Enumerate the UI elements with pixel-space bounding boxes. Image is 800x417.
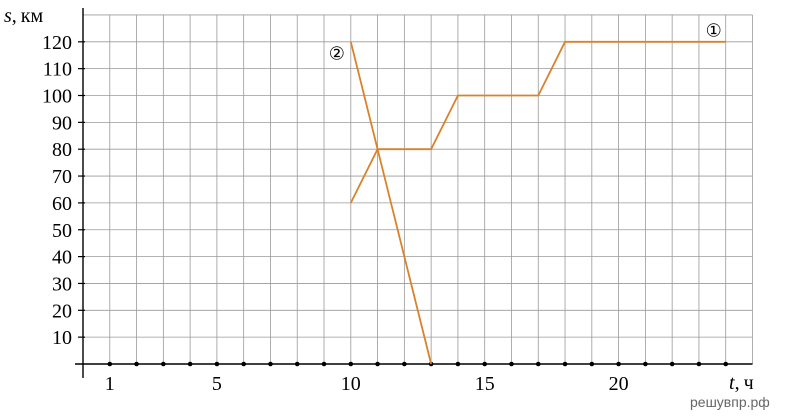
x-axis-dot bbox=[535, 361, 541, 367]
x-axis-dot bbox=[161, 361, 166, 367]
x-axis-dot bbox=[455, 361, 461, 367]
y-tick-label: 90 bbox=[52, 112, 72, 134]
x-tick-label: 10 bbox=[341, 373, 361, 395]
y-axis-var: s bbox=[4, 5, 12, 27]
series-marker-1: ① bbox=[706, 21, 722, 41]
series-marker-2: ② bbox=[329, 44, 345, 64]
y-tick-label: 60 bbox=[52, 193, 72, 215]
y-tick-label: 40 bbox=[52, 247, 72, 269]
y-tick-label: 20 bbox=[52, 300, 72, 322]
x-axis-dot bbox=[107, 361, 113, 367]
grid bbox=[83, 14, 753, 364]
x-axis-label: t, ч bbox=[729, 372, 754, 394]
x-axis-dot bbox=[268, 361, 273, 367]
x-axis-dot bbox=[241, 361, 246, 367]
x-tick-label: 5 bbox=[212, 373, 222, 395]
y-axis-label: s, км bbox=[4, 5, 44, 27]
y-tick-label: 80 bbox=[52, 139, 72, 161]
y-tick-label: 120 bbox=[42, 32, 72, 54]
series bbox=[349, 40, 726, 365]
x-axis-dot bbox=[187, 361, 193, 367]
y-tick-label: 10 bbox=[52, 327, 72, 349]
x-axis-var: t bbox=[729, 372, 735, 394]
y-tick-label: 70 bbox=[52, 166, 72, 188]
axes bbox=[75, 8, 753, 378]
y-tick-label: 50 bbox=[52, 220, 72, 242]
x-axis-dot bbox=[214, 361, 220, 367]
watermark: решувпр.рф bbox=[690, 394, 770, 410]
y-axis-unit: км bbox=[21, 5, 44, 27]
x-axis-dot bbox=[562, 361, 568, 367]
x-axis-dot bbox=[321, 361, 327, 367]
x-axis-dot bbox=[294, 361, 300, 367]
x-tick-label: 20 bbox=[609, 373, 629, 395]
series-line-2 bbox=[349, 41, 433, 365]
x-axis-dot bbox=[616, 361, 621, 367]
series-markers: ①② bbox=[329, 21, 722, 64]
x-axis-dot bbox=[589, 361, 595, 367]
x-axis-dot bbox=[134, 361, 139, 367]
x-axis-dot bbox=[402, 361, 407, 367]
x-axis-dot bbox=[643, 361, 648, 367]
x-axis-dot bbox=[723, 361, 729, 367]
x-axis-dot bbox=[509, 361, 514, 367]
x-axis-dot bbox=[375, 361, 380, 367]
y-tick-label: 30 bbox=[52, 273, 72, 295]
x-axis-dot bbox=[348, 361, 354, 367]
x-tick-label: 1 bbox=[105, 373, 115, 395]
x-tick-label: 15 bbox=[475, 373, 495, 395]
y-tick-label: 110 bbox=[43, 59, 72, 81]
x-axis-dot bbox=[482, 361, 488, 367]
x-axis-unit: ч bbox=[744, 372, 754, 394]
x-axis-dot bbox=[696, 361, 702, 367]
y-tick-label: 100 bbox=[42, 86, 72, 108]
x-axis-dot bbox=[669, 361, 675, 367]
